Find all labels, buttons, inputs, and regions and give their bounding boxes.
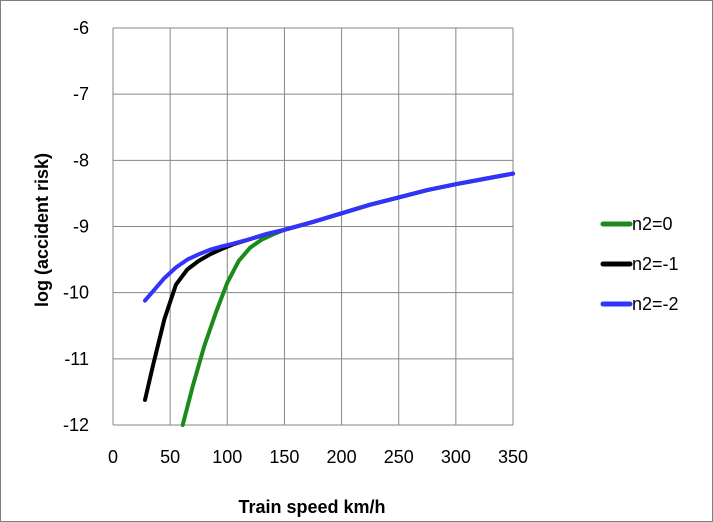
y-tick-label: -12 <box>63 415 89 435</box>
y-tick-label: -6 <box>73 18 89 38</box>
x-tick-label: 150 <box>269 447 299 467</box>
legend-label: n2=-2 <box>632 294 679 314</box>
x-tick-labels: 0 50 100 150 200 250 300 350 <box>108 447 528 467</box>
grid <box>113 27 514 425</box>
axes <box>112 28 513 426</box>
y-tick-label: -11 <box>64 349 89 369</box>
y-tick-label: -10 <box>63 283 89 303</box>
x-tick-label: 350 <box>498 447 528 467</box>
y-axis-title: log (accident risk) <box>32 153 52 307</box>
x-tick-label: 300 <box>441 447 471 467</box>
legend-label: n2=0 <box>632 214 673 234</box>
x-tick-label: 100 <box>212 447 242 467</box>
x-tick-label: 50 <box>160 447 180 467</box>
y-tick-label: -7 <box>73 84 89 104</box>
x-tick-label: 200 <box>327 447 357 467</box>
series-lines <box>143 171 515 427</box>
series-line-3 <box>143 171 515 303</box>
y-tick-labels: -6 -7 -8 -9 -10 -11 -12 <box>63 18 89 435</box>
x-tick-label: 250 <box>384 447 414 467</box>
legend: n2=0 n2=-1 n2=-2 <box>600 214 679 314</box>
y-tick-label: -8 <box>73 150 89 170</box>
x-tick-label: 0 <box>108 447 118 467</box>
y-tick-label: -9 <box>73 217 89 237</box>
x-axis-title: Train speed km/h <box>238 497 385 517</box>
legend-label: n2=-1 <box>632 254 679 274</box>
